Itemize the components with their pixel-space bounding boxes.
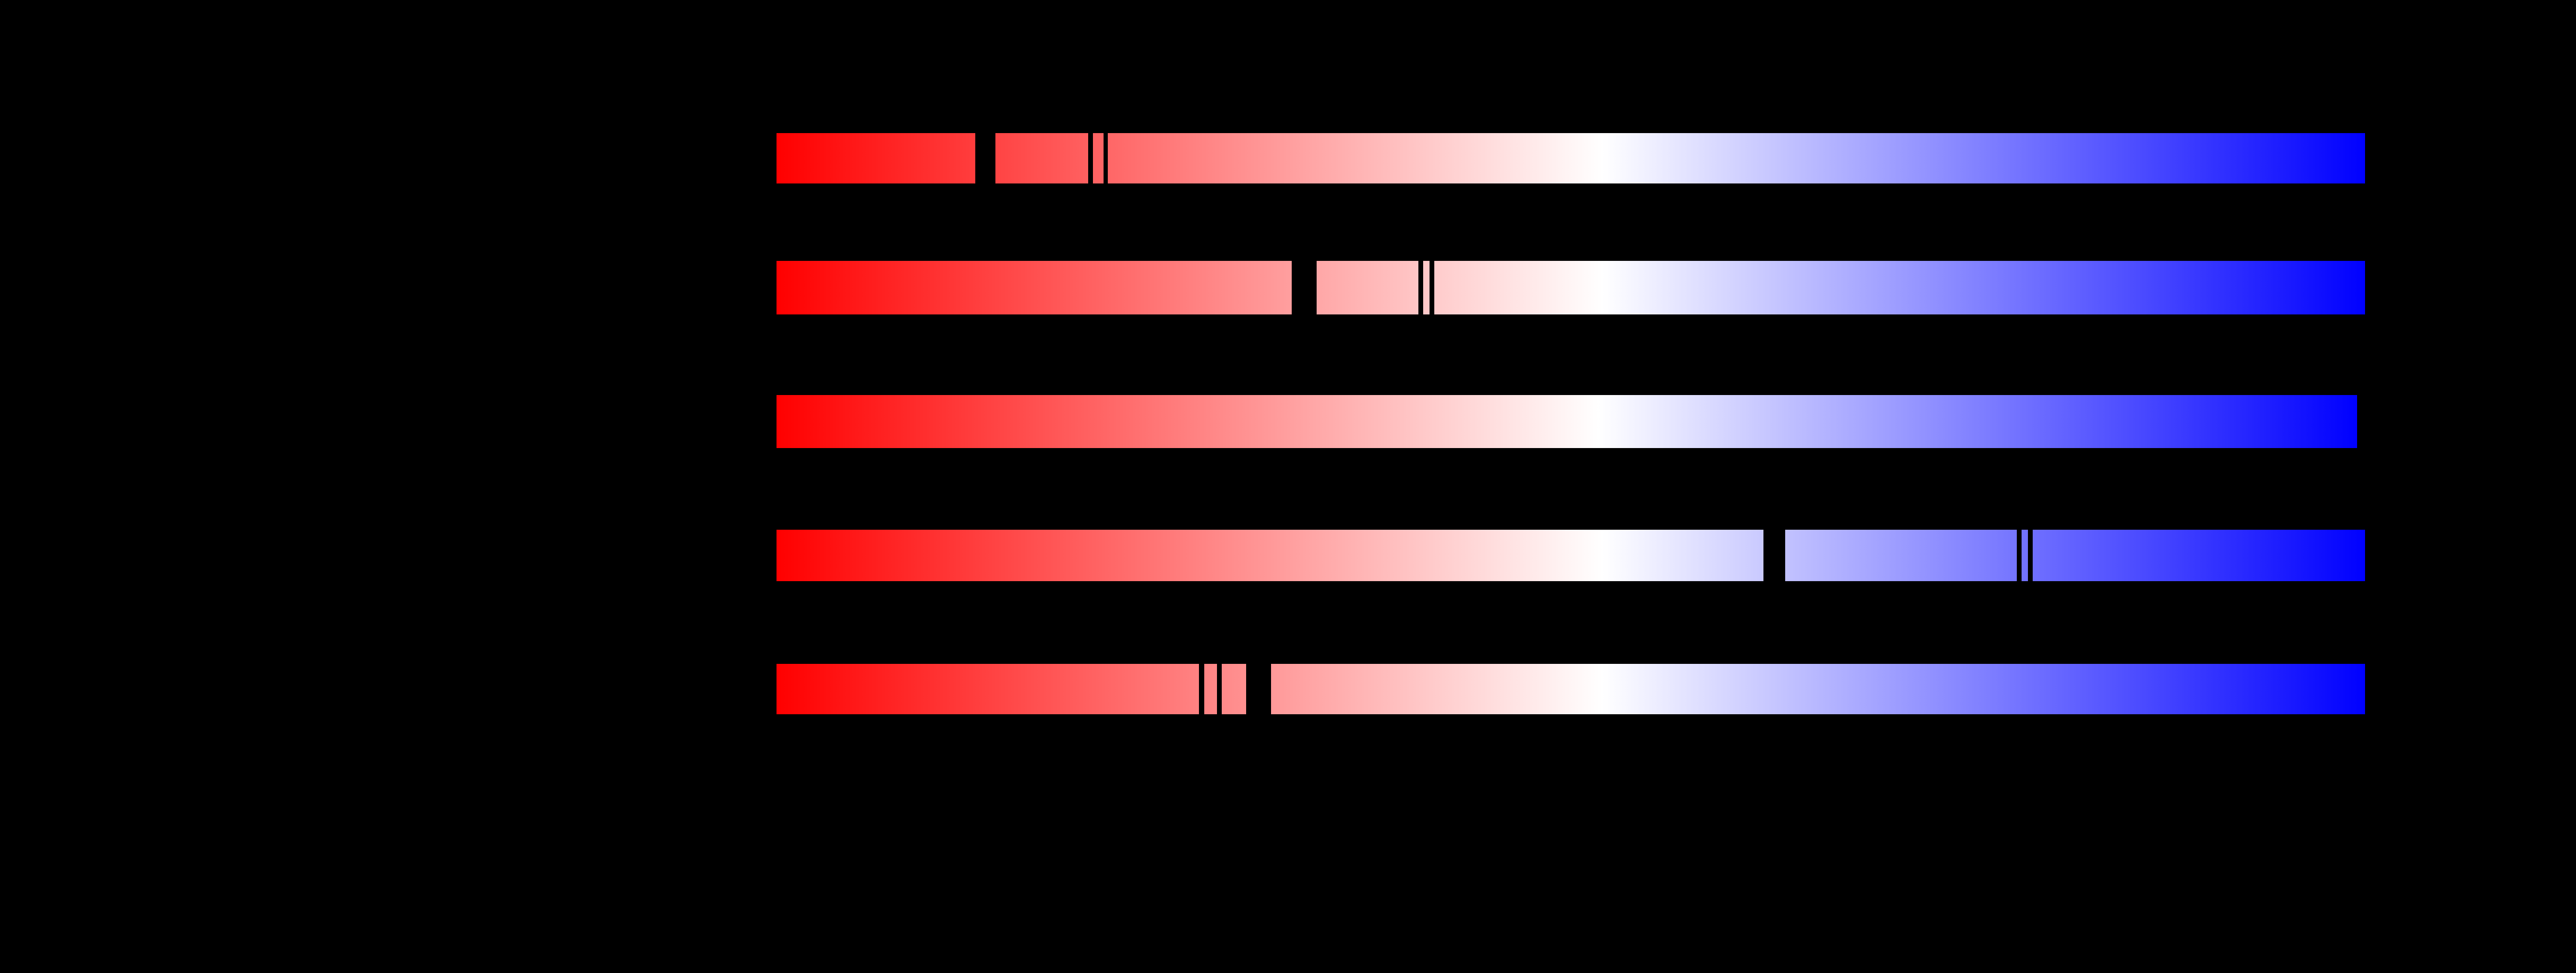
bar-break (1430, 261, 1434, 314)
bar-break (1763, 530, 1785, 581)
timeline-bar-row-1 (777, 133, 2365, 183)
bar-break (1418, 261, 1423, 314)
bar-break (1217, 664, 1222, 714)
bar-break (1292, 261, 1317, 314)
bar-break (1246, 664, 1271, 714)
bar-break (1199, 664, 1204, 714)
timeline-bar-row-4 (777, 530, 2365, 581)
bar-break (2028, 530, 2033, 581)
bar-break (1088, 133, 1093, 183)
timeline-bar-row-2 (777, 261, 2365, 314)
timeline-bar-row-3 (777, 395, 2357, 448)
bar-break (2017, 530, 2022, 581)
bar-break (975, 133, 995, 183)
bar-break (1104, 133, 1108, 183)
timeline-bar-row-5 (777, 664, 2365, 714)
